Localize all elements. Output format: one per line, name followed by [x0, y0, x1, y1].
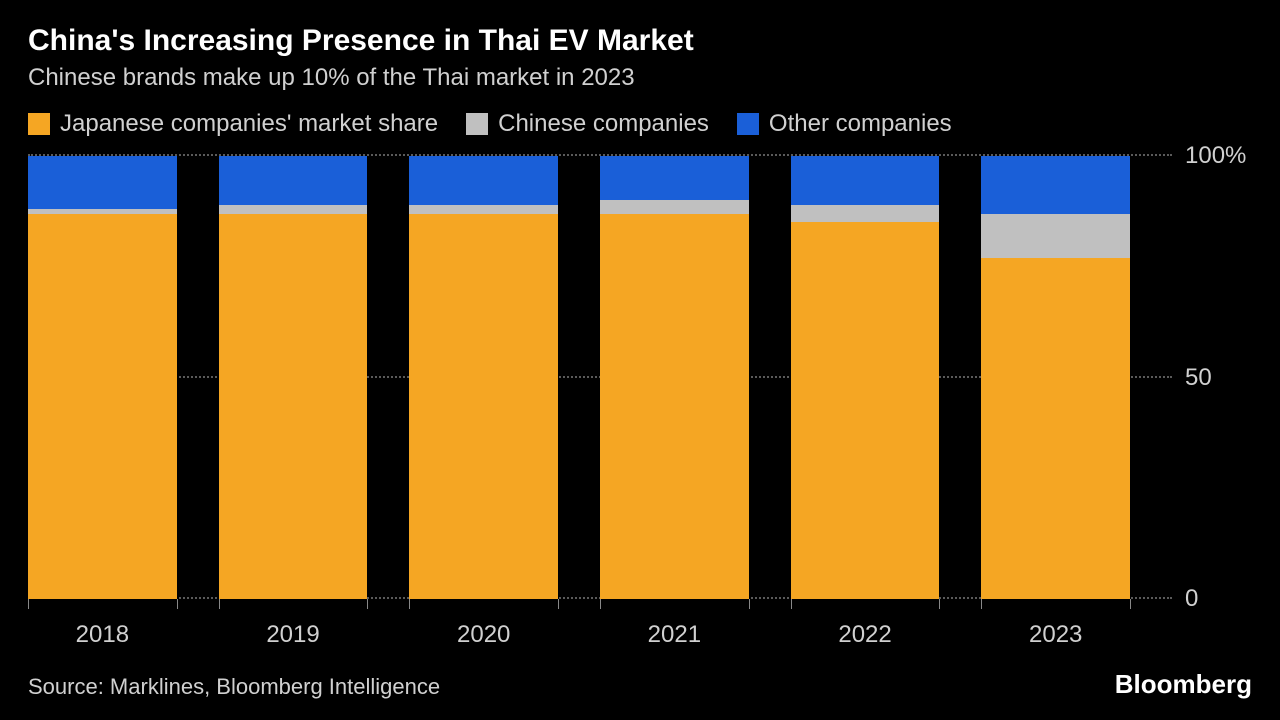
source-text: Source: Marklines, Bloomberg Intelligenc… [28, 674, 440, 700]
bar [28, 156, 177, 599]
y-axis: 050100% [1177, 156, 1252, 599]
bar-segment-japanese [28, 214, 177, 599]
bar-column: 2019 [219, 156, 410, 599]
legend-item-other: Other companies [737, 110, 952, 138]
bar [981, 156, 1130, 599]
bar [791, 156, 940, 599]
chart-title: China's Increasing Presence in Thai EV M… [28, 24, 1252, 58]
plot-area: 050100%201820192020202120222023 [28, 156, 1172, 599]
bar-segment-chinese [409, 205, 558, 214]
bar-segment-japanese [981, 258, 1130, 599]
x-tick [177, 599, 178, 609]
legend-label: Chinese companies [498, 110, 709, 138]
x-tick [939, 599, 940, 609]
bar-segment-other [791, 156, 940, 205]
y-tick-label: 100% [1185, 142, 1246, 170]
y-tick-label: 0 [1185, 585, 1198, 613]
chart-area: 050100%201820192020202120222023 [28, 156, 1252, 649]
x-tick-label: 2022 [791, 599, 940, 649]
legend-item-chinese: Chinese companies [466, 110, 709, 138]
bar-segment-chinese [219, 205, 368, 214]
x-tick [1130, 599, 1131, 609]
bar-segment-chinese [600, 200, 749, 213]
bar-segment-japanese [219, 214, 368, 599]
bar-segment-japanese [600, 214, 749, 599]
legend-label: Japanese companies' market share [60, 110, 438, 138]
legend-swatch [466, 113, 488, 135]
legend-swatch [28, 113, 50, 135]
bar [219, 156, 368, 599]
bar-segment-other [219, 156, 368, 205]
chart-subtitle: Chinese brands make up 10% of the Thai m… [28, 64, 1252, 92]
footer: Source: Marklines, Bloomberg Intelligenc… [28, 669, 1252, 700]
bar-column: 2023 [981, 156, 1172, 599]
bar-segment-other [409, 156, 558, 205]
bar-segment-chinese [981, 214, 1130, 258]
x-tick-label: 2021 [600, 599, 749, 649]
bar [409, 156, 558, 599]
bar-segment-other [600, 156, 749, 200]
x-tick-label: 2020 [409, 599, 558, 649]
x-tick [558, 599, 559, 609]
x-tick-label: 2019 [219, 599, 368, 649]
legend-item-japanese: Japanese companies' market share [28, 110, 438, 138]
legend-swatch [737, 113, 759, 135]
bar-column: 2020 [409, 156, 600, 599]
bar-segment-japanese [409, 214, 558, 599]
y-tick-label: 50 [1185, 364, 1212, 392]
bar-column: 2022 [791, 156, 982, 599]
legend-label: Other companies [769, 110, 952, 138]
legend: Japanese companies' market share Chinese… [28, 110, 1252, 138]
chart-container: China's Increasing Presence in Thai EV M… [0, 0, 1280, 720]
bar-segment-chinese [791, 205, 940, 223]
bar-segment-other [28, 156, 177, 209]
brand-logo: Bloomberg [1115, 669, 1252, 700]
x-tick-label: 2023 [981, 599, 1130, 649]
bar-column: 2021 [600, 156, 791, 599]
bar-segment-japanese [791, 222, 940, 599]
bar [600, 156, 749, 599]
x-tick [749, 599, 750, 609]
x-tick-label: 2018 [28, 599, 177, 649]
x-tick [367, 599, 368, 609]
bar-segment-other [981, 156, 1130, 214]
bars: 201820192020202120222023 [28, 156, 1172, 599]
bar-column: 2018 [28, 156, 219, 599]
